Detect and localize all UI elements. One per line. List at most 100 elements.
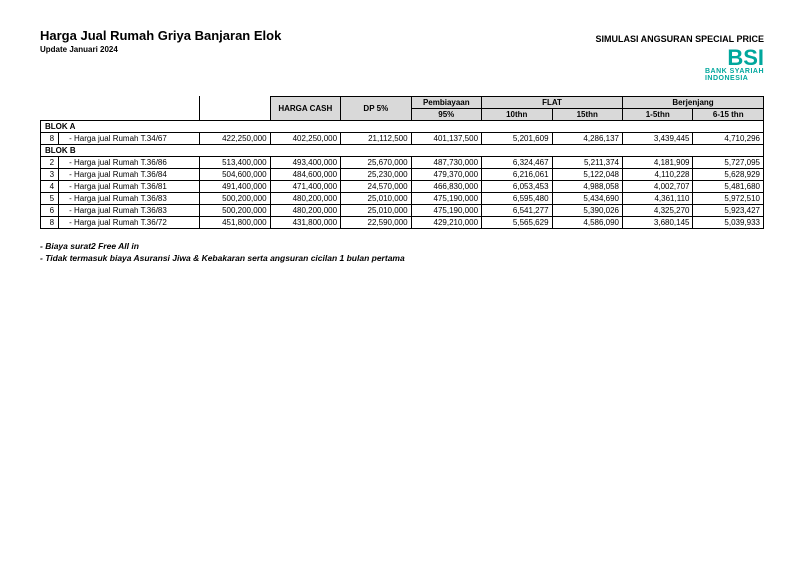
col-flat-10: 10thn: [482, 108, 552, 120]
table-row: 8- Harga jual Rumah T.34/67422,250,000 40…: [41, 132, 764, 144]
idx-cell: 8: [41, 216, 59, 228]
pembiayaan-cell: 475,190,000: [411, 204, 481, 216]
pembiayaan-cell: 475,190,000: [411, 192, 481, 204]
flat10-cell: 6,324,467: [482, 156, 552, 168]
cash-cell: 431,800,000: [270, 216, 340, 228]
cash-cell: 480,200,000: [270, 192, 340, 204]
dp-cell: 24,570,000: [341, 180, 411, 192]
dp-cell: 21,112,500: [341, 132, 411, 144]
cash-cell: 480,200,000: [270, 204, 340, 216]
dp-cell: 25,230,000: [341, 168, 411, 180]
ber1-5-cell: 4,110,228: [623, 168, 693, 180]
flat10-cell: 6,053,453: [482, 180, 552, 192]
idx-cell: 2: [41, 156, 59, 168]
flat15-cell: 5,122,048: [552, 168, 622, 180]
ber1-5-cell: 4,002,707: [623, 180, 693, 192]
ber6-15-cell: 5,727,095: [693, 156, 764, 168]
bank-logo: BSI BANK SYARIAH INDONESIA: [705, 48, 764, 82]
flat15-cell: 5,211,374: [552, 156, 622, 168]
logo-sub-line2: INDONESIA: [705, 75, 764, 82]
label-cell: - Harga jual Rumah T.36/72: [59, 216, 200, 228]
idx-cell: 8: [41, 132, 59, 144]
ber6-15-cell: 4,710,296: [693, 132, 764, 144]
document-header: Harga Jual Rumah Griya Banjaran Elok Upd…: [40, 28, 764, 82]
harga-cell: 422,250,000: [200, 132, 270, 144]
pembiayaan-cell: 479,370,000: [411, 168, 481, 180]
harga-cell: 491,400,000: [200, 180, 270, 192]
logo-main-text: BSI: [705, 48, 764, 68]
label-cell: - Harga jual Rumah T.36/83: [59, 192, 200, 204]
ber1-5-cell: 3,439,445: [623, 132, 693, 144]
flat10-cell: 6,595,480: [482, 192, 552, 204]
col-pembiayaan-95: 95%: [411, 108, 481, 120]
flat15-cell: 5,390,026: [552, 204, 622, 216]
col-ber-1-5: 1-5thn: [623, 108, 693, 120]
label-cell: - Harga jual Rumah T.36/81: [59, 180, 200, 192]
ber6-15-cell: 5,039,933: [693, 216, 764, 228]
ber6-15-cell: 5,972,510: [693, 192, 764, 204]
table-row: 2- Harga jual Rumah T.36/86513,400,00049…: [41, 156, 764, 168]
flat15-cell: 4,988,058: [552, 180, 622, 192]
table-row: 4- Harga jual Rumah T.36/81491,400,00047…: [41, 180, 764, 192]
harga-cell: 500,200,000: [200, 204, 270, 216]
flat15-cell: 5,434,690: [552, 192, 622, 204]
table-body: BLOK A8- Harga jual Rumah T.34/67422,250…: [41, 120, 764, 228]
section-name-cell: BLOK B: [41, 144, 764, 156]
ber1-5-cell: 4,181,909: [623, 156, 693, 168]
col-harga-cash: HARGA CASH: [270, 96, 340, 120]
cash-cell: 484,600,000: [270, 168, 340, 180]
ber6-15-cell: 5,481,680: [693, 180, 764, 192]
harga-cell: 504,600,000: [200, 168, 270, 180]
header-right: SIMULASI ANGSURAN SPECIAL PRICE BSI BANK…: [595, 28, 764, 82]
section-header-row: BLOK A: [41, 120, 764, 132]
ber1-5-cell: 4,325,270: [623, 204, 693, 216]
title-block: Harga Jual Rumah Griya Banjaran Elok Upd…: [40, 28, 281, 54]
cash-cell: 471,400,000: [270, 180, 340, 192]
table-row: 8- Harga jual Rumah T.36/72451,800,00043…: [41, 216, 764, 228]
section-header-row: BLOK B: [41, 144, 764, 156]
dp-cell: 22,590,000: [341, 216, 411, 228]
flat15-cell: 4,286,137: [552, 132, 622, 144]
label-cell: - Harga jual Rumah T.36/83: [59, 204, 200, 216]
label-cell: - Harga jual Rumah T.34/67: [59, 132, 200, 144]
table-row: 5- Harga jual Rumah T.36/83500,200,00048…: [41, 192, 764, 204]
dp-cell: 25,670,000: [341, 156, 411, 168]
col-flat: FLAT: [482, 96, 623, 108]
note-line: - Tidak termasuk biaya Asuransi Jiwa & K…: [40, 253, 764, 263]
section-name-cell: BLOK A: [41, 120, 764, 132]
price-table: HARGA CASH DP 5% Pembiayaan FLAT Berjenj…: [40, 96, 764, 229]
table-row: 6- Harga jual Rumah T.36/83500,200,00048…: [41, 204, 764, 216]
harga-cell: 513,400,000: [200, 156, 270, 168]
pembiayaan-cell: 466,830,000: [411, 180, 481, 192]
logo-sub-line1: BANK SYARIAH: [705, 68, 764, 75]
cash-cell: 493,400,000: [270, 156, 340, 168]
col-flat-15: 15thn: [552, 108, 622, 120]
table-row: 3- Harga jual Rumah T.36/84504,600,00048…: [41, 168, 764, 180]
flat10-cell: 6,541,277: [482, 204, 552, 216]
pembiayaan-cell: 487,730,000: [411, 156, 481, 168]
idx-cell: 3: [41, 168, 59, 180]
table-head: HARGA CASH DP 5% Pembiayaan FLAT Berjenj…: [41, 96, 764, 120]
pembiayaan-cell: 401,137,500: [411, 132, 481, 144]
label-cell: - Harga jual Rumah T.36/86: [59, 156, 200, 168]
ber6-15-cell: 5,923,427: [693, 204, 764, 216]
ber1-5-cell: 4,361,110: [623, 192, 693, 204]
idx-cell: 5: [41, 192, 59, 204]
harga-cell: 500,200,000: [200, 192, 270, 204]
note-line: - Biaya surat2 Free All in: [40, 241, 764, 251]
flat10-cell: 5,565,629: [482, 216, 552, 228]
harga-cell: 451,800,000: [200, 216, 270, 228]
notes-block: - Biaya surat2 Free All in - Tidak terma…: [40, 241, 764, 263]
idx-cell: 4: [41, 180, 59, 192]
idx-cell: 6: [41, 204, 59, 216]
flat10-cell: 5,201,609: [482, 132, 552, 144]
col-ber-6-15: 6-15 thn: [693, 108, 764, 120]
ber1-5-cell: 3,680,145: [623, 216, 693, 228]
ber6-15-cell: 5,628,929: [693, 168, 764, 180]
simulation-label: SIMULASI ANGSURAN SPECIAL PRICE: [595, 34, 764, 44]
dp-cell: 25,010,000: [341, 192, 411, 204]
flat10-cell: 6,216,061: [482, 168, 552, 180]
col-berjenjang: Berjenjang: [623, 96, 764, 108]
page-title: Harga Jual Rumah Griya Banjaran Elok: [40, 28, 281, 43]
col-pembiayaan: Pembiayaan: [411, 96, 481, 108]
